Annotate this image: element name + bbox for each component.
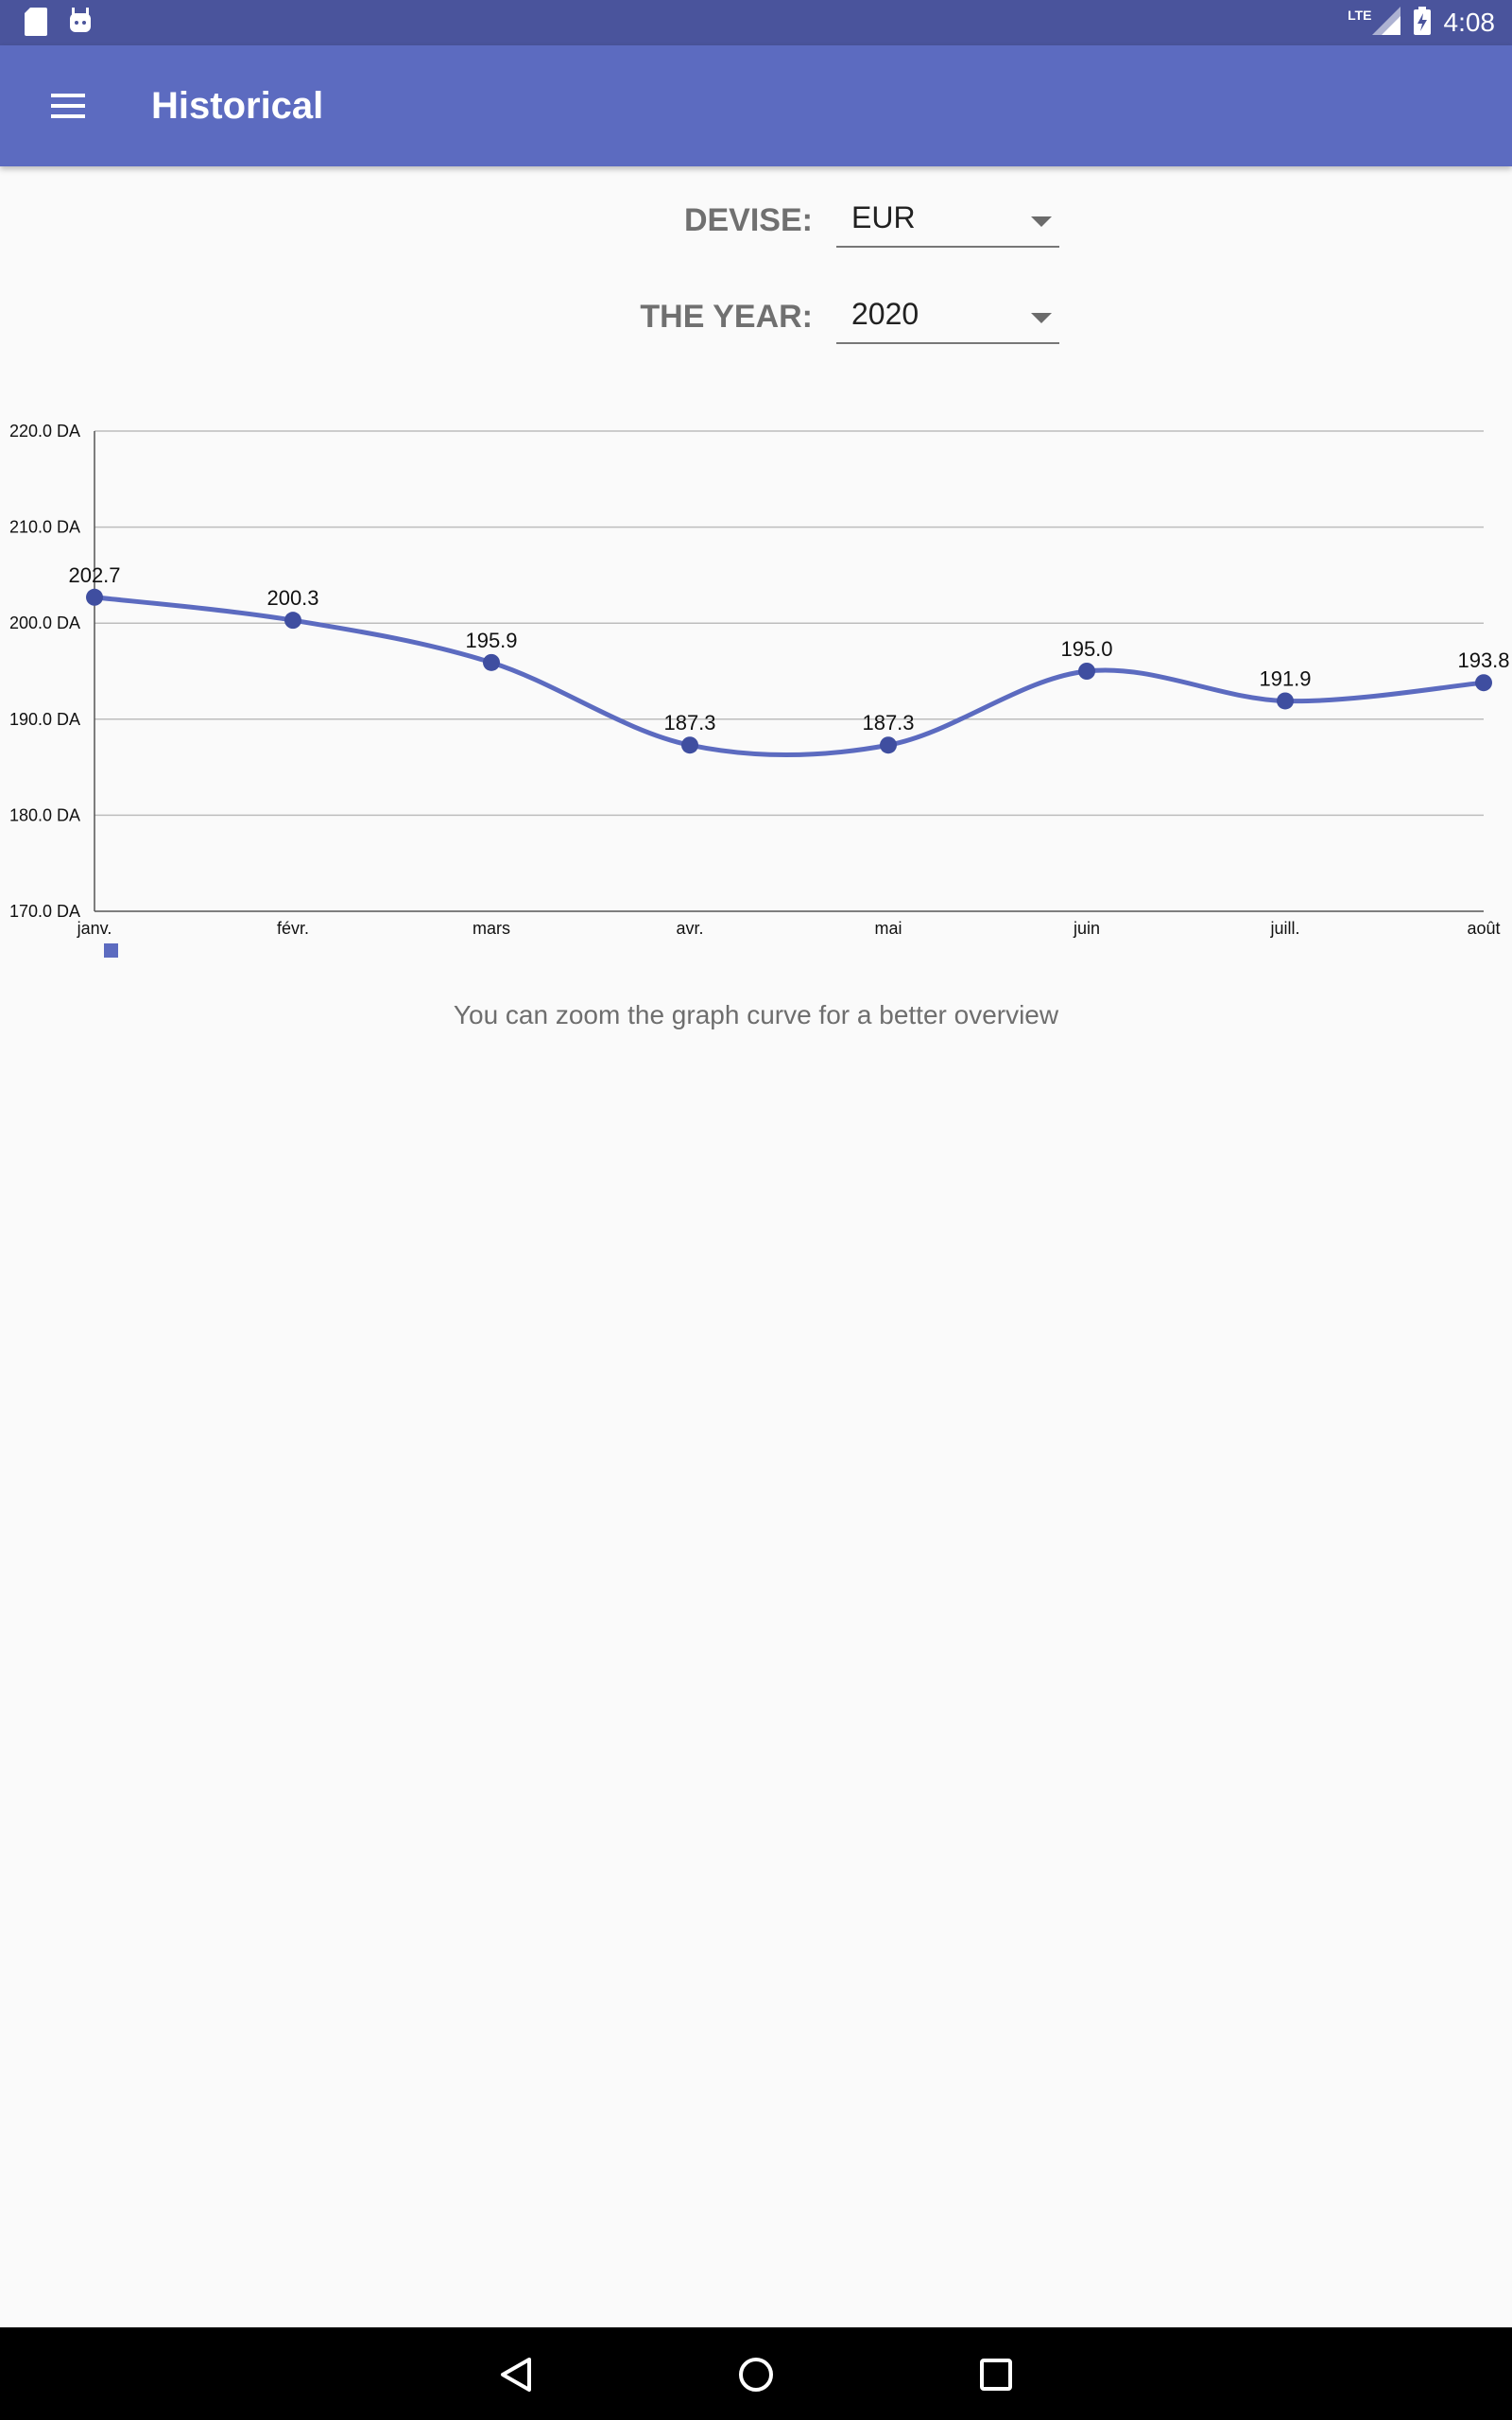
data-label: 202.7 (68, 563, 120, 587)
zoom-hint: You can zoom the graph curve for a bette… (453, 1000, 1059, 1029)
android-icon (68, 8, 93, 41)
y-tick-label: 200.0 DA (9, 614, 80, 632)
x-tick-label: avr. (676, 919, 703, 938)
hamburger-menu-icon[interactable] (42, 81, 94, 130)
year-label: THE YEAR: (640, 299, 813, 335)
data-point[interactable] (880, 736, 897, 754)
dropdown-arrow-icon (1031, 216, 1052, 233)
navigation-bar (0, 2327, 1512, 2420)
y-tick-label: 180.0 DA (9, 805, 80, 824)
y-tick-label: 170.0 DA (9, 902, 80, 921)
network-type: LTE (1348, 8, 1372, 23)
status-bar: LTE 4:08 (0, 0, 1512, 45)
year-dropdown[interactable]: 2020 (836, 291, 1059, 344)
status-time: 4:08 (1443, 8, 1496, 37)
data-label: 200.3 (266, 586, 318, 610)
y-tick-label: 190.0 DA (9, 710, 80, 729)
exchange-rate-chart[interactable]: 220.0 DA 210.0 DA 200.0 DA 190.0 DA 180.0 DA… (0, 397, 1512, 983)
data-point[interactable] (1277, 692, 1294, 710)
data-point[interactable] (86, 588, 103, 606)
data-point[interactable] (1078, 663, 1095, 680)
legend-marker (104, 943, 118, 958)
currency-value: EUR (851, 200, 916, 234)
x-tick-label: mai (874, 919, 902, 938)
x-tick-label: juin (1073, 919, 1100, 938)
currency-dropdown[interactable]: EUR (836, 195, 1059, 248)
x-tick-label: janv. (77, 919, 112, 938)
x-tick-label: mars (472, 919, 510, 938)
battery-charging-icon (1413, 6, 1431, 40)
year-value: 2020 (851, 297, 919, 331)
data-label: 191.9 (1259, 666, 1311, 690)
x-tick-label: juill. (1269, 919, 1299, 938)
data-point[interactable] (483, 653, 500, 671)
recents-icon[interactable] (971, 2350, 1021, 2399)
y-tick-label: 220.0 DA (9, 422, 80, 441)
series-line (94, 595, 1485, 758)
app-bar: Historical (0, 45, 1512, 166)
y-tick-label: 210.0 DA (9, 518, 80, 537)
data-label: 195.9 (465, 629, 517, 652)
data-point[interactable] (284, 612, 301, 630)
dropdown-arrow-icon (1031, 312, 1052, 329)
data-label: 193.8 (1457, 648, 1509, 672)
data-label: 187.3 (862, 711, 914, 735)
data-point[interactable] (681, 736, 698, 754)
data-label: 187.3 (663, 711, 715, 735)
page-title: Historical (151, 85, 324, 127)
sd-card-icon (25, 8, 47, 41)
back-icon[interactable] (491, 2350, 541, 2399)
data-point[interactable] (1475, 674, 1492, 692)
x-tick-label: août (1467, 919, 1500, 938)
data-label: 195.0 (1060, 637, 1112, 661)
home-icon[interactable] (731, 2350, 781, 2399)
x-tick-label: févr. (277, 919, 309, 938)
currency-label: DEVISE: (683, 202, 813, 238)
signal-icon (1371, 6, 1400, 40)
